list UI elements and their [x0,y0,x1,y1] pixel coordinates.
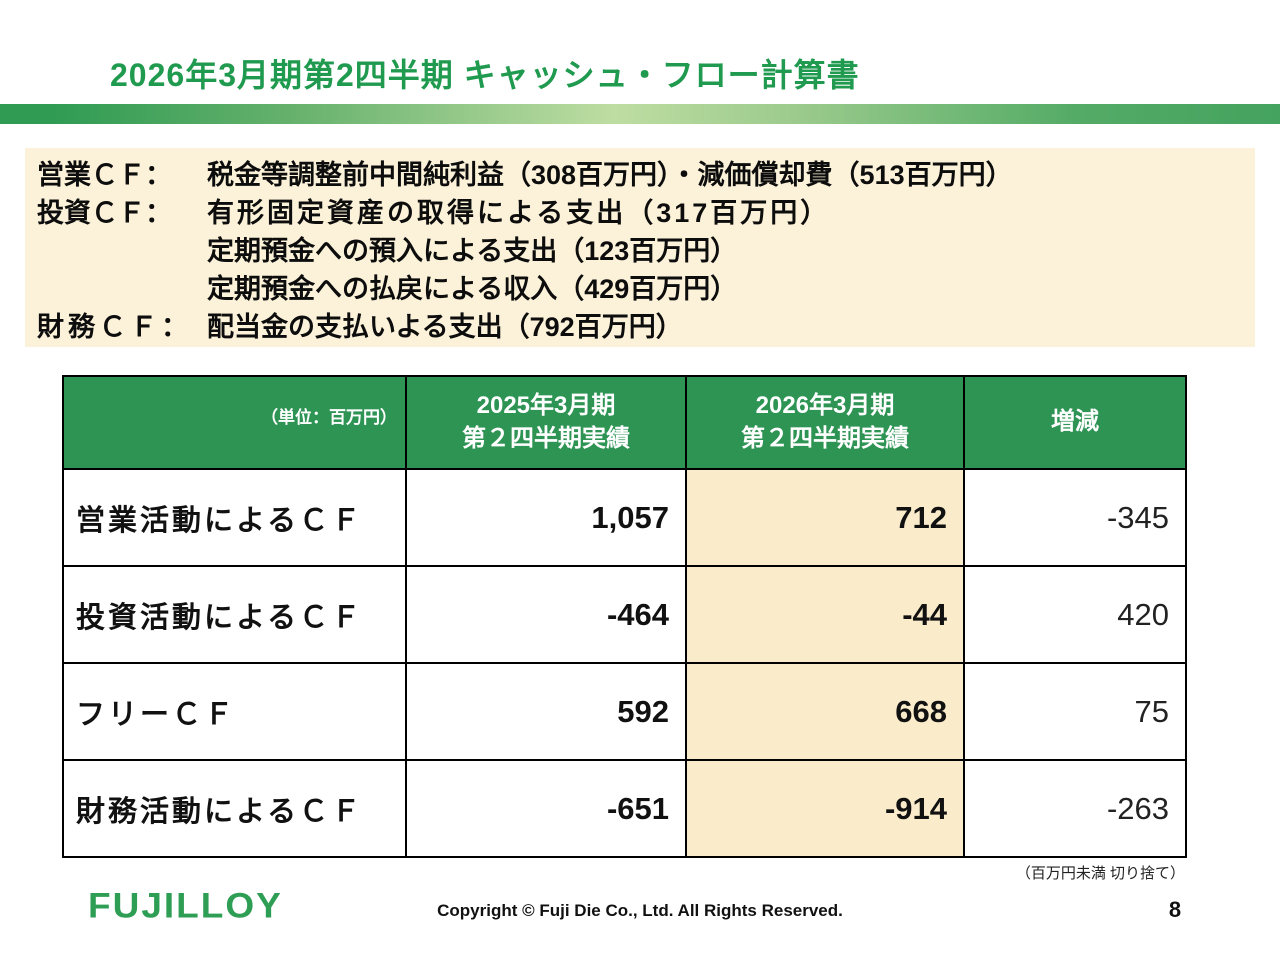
table-row-operating-cf: 営業活動によるＣＦ 1,057 712 -345 [62,468,1187,567]
value-change: -263 [963,759,1187,858]
column-header-line2: 第２四半期実績 [462,424,630,452]
value-fy2025: -651 [405,759,687,858]
summary-line-investing: 投資ＣＦ： 有形固定資産の取得による支出（317百万円） [37,194,1255,232]
cf-detail-text: 定期預金への預入による支出（123百万円） [207,236,738,266]
unit-note: （単位：百万円） [261,408,397,428]
cf-category-label: 投資ＣＦ： [37,198,172,228]
value-fy2025: 1,057 [405,468,687,567]
cf-detail-text: 配当金の支払いよる支出（792百万円） [207,312,683,342]
title-divider-bar [0,104,1280,124]
value-change: 420 [963,565,1187,664]
rounding-footnote: （百万円未満 切り捨て） [1015,865,1185,882]
row-label: 営業活動によるＣＦ [62,468,407,567]
column-header-line1: 2026年3月期 [755,392,895,420]
fujilloy-logo: FUJILLOY [88,886,283,925]
value-fy2026: 712 [685,468,965,567]
summary-line-operating: 営業ＣＦ： 税金等調整前中間純利益（308百万円）・減価償却費（513百万円） [37,156,1255,194]
column-header-line1: 増減 [1051,408,1099,436]
copyright-text: Copyright © Fuji Die Co., Ltd. All Right… [437,901,843,920]
row-label: 財務活動によるＣＦ [62,759,407,858]
table-row-investing-cf: 投資活動によるＣＦ -464 -44 420 [62,565,1187,664]
value-fy2025: 592 [405,662,687,761]
cf-summary-box: 営業ＣＦ： 税金等調整前中間純利益（308百万円）・減価償却費（513百万円） … [25,148,1255,347]
column-header-fy2026: 2026年3月期 第２四半期実績 [685,375,965,470]
row-label: フリーＣＦ [62,662,407,761]
summary-line-investing-3: 定期預金への払戻による収入（429百万円） [37,270,1255,308]
table-header-row: （単位：百万円） 2025年3月期 第２四半期実績 2026年3月期 第２四半期… [62,375,1187,470]
row-label: 投資活動によるＣＦ [62,565,407,664]
value-fy2026: 668 [685,662,965,761]
table-row-financing-cf: 財務活動によるＣＦ -651 -914 -263 [62,759,1187,858]
column-header-change: 増減 [963,375,1187,470]
summary-line-financing: 財務ＣＦ： 配当金の支払いよる支出（792百万円） [37,308,1255,346]
value-fy2026: -914 [685,759,965,858]
value-fy2026: -44 [685,565,965,664]
page-number: 8 [1168,897,1182,922]
cf-category-label: 財務ＣＦ： [37,312,192,342]
summary-line-investing-2: 定期預金への預入による支出（123百万円） [37,232,1255,270]
cf-detail-text: 定期預金への払戻による収入（429百万円） [207,274,738,304]
value-fy2025: -464 [405,565,687,664]
table-row-free-cf: フリーＣＦ 592 668 75 [62,662,1187,761]
column-header-line1: 2025年3月期 [476,392,616,420]
cf-category-label: 営業ＣＦ： [37,160,172,190]
cf-detail-text: 有形固定資産の取得による支出（317百万円） [207,198,831,228]
cash-flow-table: （単位：百万円） 2025年3月期 第２四半期実績 2026年3月期 第２四半期… [62,375,1187,858]
column-header-fy2025: 2025年3月期 第２四半期実績 [405,375,687,470]
page-title: 2026年3月期第2四半期 キャッシュ・フロー計算書 [110,57,860,93]
column-header-line2: 第２四半期実績 [741,424,909,452]
cf-detail-text: 税金等調整前中間純利益（308百万円）・減価償却費（513百万円） [207,160,1013,190]
unit-header-cell: （単位：百万円） [62,375,407,470]
cf-category-label [37,232,207,270]
cf-category-label [37,270,207,308]
value-change: 75 [963,662,1187,761]
value-change: -345 [963,468,1187,567]
